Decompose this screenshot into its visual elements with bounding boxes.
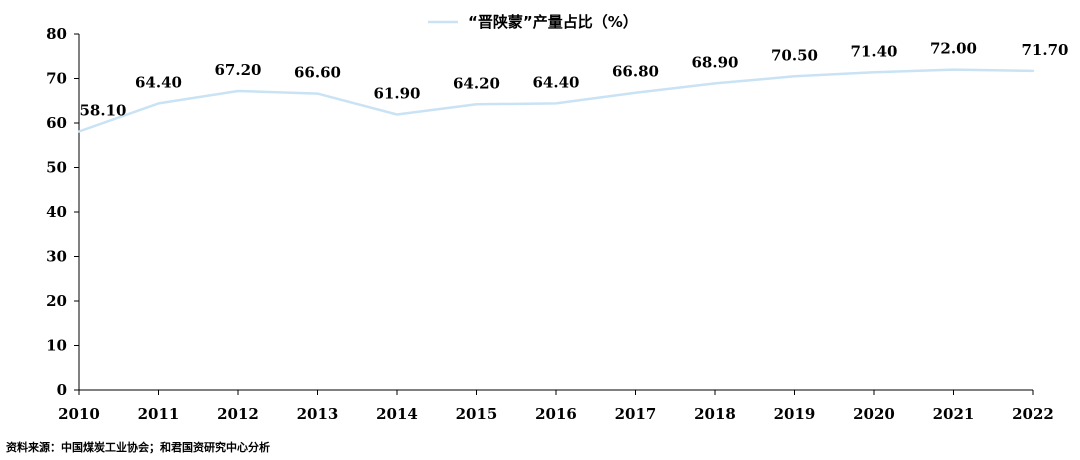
- x-tick-label: 2018: [694, 405, 736, 423]
- data-label: 66.60: [294, 64, 341, 82]
- y-axis-ticks: 0 10 20 30 40 50 60 70 80: [46, 25, 79, 399]
- series-line: [77, 68, 1035, 133]
- x-tick-label: 2012: [217, 405, 259, 423]
- x-tick-label: 2017: [615, 405, 657, 423]
- chart-legend: “晋陕蒙”产量占比（%）: [428, 13, 638, 31]
- y-tick-label: 70: [46, 70, 67, 88]
- x-tick-label: 2020: [853, 405, 895, 423]
- x-tick-label: 2015: [456, 405, 498, 423]
- data-label: 64.20: [453, 74, 500, 92]
- y-tick-label: 40: [46, 203, 67, 221]
- y-tick-label: 30: [46, 248, 67, 266]
- x-tick-label: 2021: [933, 405, 975, 423]
- y-tick-label: 10: [46, 337, 67, 355]
- data-label: 71.70: [1022, 41, 1069, 59]
- data-label: 64.40: [135, 73, 182, 91]
- legend-label: “晋陕蒙”产量占比（%）: [468, 13, 638, 31]
- data-label: 66.80: [612, 63, 659, 81]
- series-group: [77, 68, 1035, 133]
- x-tick-label: 2022: [1012, 405, 1054, 423]
- y-tick-label: 60: [46, 114, 67, 132]
- data-label: 70.50: [771, 46, 818, 64]
- data-labels: 58.10 64.40 67.20 66.60 61.90 64.20 64.40 66.80…: [80, 40, 1069, 120]
- data-label: 71.40: [851, 42, 898, 60]
- x-tick-label: 2016: [535, 405, 577, 423]
- y-tick-label: 20: [46, 292, 67, 310]
- y-tick-label: 0: [57, 381, 67, 399]
- data-label: 72.00: [930, 40, 977, 58]
- y-tick-label: 50: [46, 159, 67, 177]
- data-label: 61.90: [374, 85, 421, 103]
- source-note: 资料来源：中国煤炭工业协会；和君国资研究中心分析: [6, 441, 270, 454]
- x-tick-label: 2019: [774, 405, 816, 423]
- x-tick-label: 2011: [138, 405, 180, 423]
- data-label: 68.90: [692, 53, 739, 71]
- data-label: 58.10: [80, 101, 127, 119]
- data-label: 67.20: [215, 61, 262, 79]
- x-tick-label: 2014: [376, 405, 418, 423]
- x-tick-label: 2013: [297, 405, 339, 423]
- x-axis-ticks: 2010 2011 2012 2013 2014 2015 2016 2017 2018 2019…: [58, 390, 1054, 423]
- y-tick-label: 80: [46, 25, 67, 43]
- data-label: 64.40: [533, 73, 580, 91]
- x-tick-label: 2010: [58, 405, 100, 423]
